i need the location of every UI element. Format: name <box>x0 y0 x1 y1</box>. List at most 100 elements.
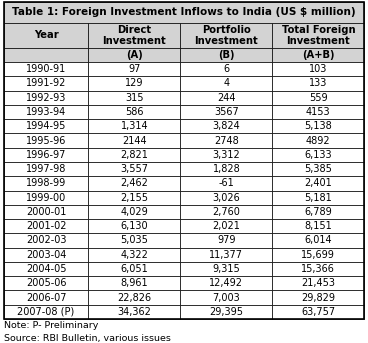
Text: 6,789: 6,789 <box>304 207 332 217</box>
Bar <box>4 119 88 133</box>
Bar <box>4 205 88 219</box>
Text: Note: P- Preliminary: Note: P- Preliminary <box>4 321 98 330</box>
Bar <box>272 91 364 105</box>
Bar <box>272 291 364 305</box>
Bar <box>4 105 88 119</box>
Text: 2002-03: 2002-03 <box>26 236 66 246</box>
Bar <box>4 305 88 319</box>
Text: Portfolio
Investment: Portfolio Investment <box>195 25 258 46</box>
Bar <box>180 176 272 191</box>
Text: 4153: 4153 <box>306 107 331 117</box>
Text: 1996-97: 1996-97 <box>26 150 66 160</box>
Bar <box>180 305 272 319</box>
Text: 244: 244 <box>217 93 236 103</box>
Bar <box>4 91 88 105</box>
Bar <box>88 191 180 205</box>
Text: 2005-06: 2005-06 <box>26 278 66 288</box>
Text: 1995-96: 1995-96 <box>26 135 66 145</box>
Bar <box>88 105 180 119</box>
Bar <box>88 233 180 248</box>
Text: 2007-08 (P): 2007-08 (P) <box>17 307 75 317</box>
Bar <box>4 162 88 176</box>
Text: (B): (B) <box>218 50 235 60</box>
Bar <box>272 48 364 62</box>
Bar <box>4 133 88 148</box>
Bar <box>180 48 272 62</box>
Text: 15,366: 15,366 <box>301 264 335 274</box>
Text: 9,315: 9,315 <box>212 264 240 274</box>
Text: 2,155: 2,155 <box>120 193 148 203</box>
Text: 2000-01: 2000-01 <box>26 207 66 217</box>
Text: 63,757: 63,757 <box>301 307 335 317</box>
Bar <box>272 133 364 148</box>
Text: 4,029: 4,029 <box>121 207 148 217</box>
Text: 4892: 4892 <box>306 135 331 145</box>
Text: 2,462: 2,462 <box>120 178 148 188</box>
Text: 1994-95: 1994-95 <box>26 121 66 131</box>
Text: 1990-91: 1990-91 <box>26 64 66 74</box>
Bar <box>180 291 272 305</box>
Text: 6,051: 6,051 <box>121 264 148 274</box>
Bar <box>4 219 88 233</box>
Bar <box>4 291 88 305</box>
Bar <box>180 205 272 219</box>
Bar <box>180 105 272 119</box>
Bar <box>4 233 88 248</box>
Bar <box>272 176 364 191</box>
Bar <box>88 48 180 62</box>
Text: 5,138: 5,138 <box>304 121 332 131</box>
Text: 315: 315 <box>125 93 144 103</box>
Text: Source: RBI Bulletin, various issues: Source: RBI Bulletin, various issues <box>4 334 170 343</box>
Text: 21,453: 21,453 <box>301 278 335 288</box>
Bar <box>180 62 272 76</box>
Bar <box>180 248 272 262</box>
Bar <box>272 248 364 262</box>
Bar <box>272 219 364 233</box>
Bar <box>4 191 88 205</box>
Text: 34,362: 34,362 <box>117 307 151 317</box>
Text: 129: 129 <box>125 79 144 88</box>
Text: 979: 979 <box>217 236 236 246</box>
Text: 1,314: 1,314 <box>121 121 148 131</box>
Bar <box>4 76 88 91</box>
Bar <box>272 305 364 319</box>
Bar <box>180 233 272 248</box>
Text: 1997-98: 1997-98 <box>26 164 66 174</box>
Bar <box>4 62 88 76</box>
Bar <box>272 62 364 76</box>
Bar <box>180 219 272 233</box>
Text: 2,760: 2,760 <box>212 207 240 217</box>
Bar <box>88 133 180 148</box>
Bar <box>180 119 272 133</box>
Text: 6,130: 6,130 <box>121 221 148 231</box>
Bar <box>272 233 364 248</box>
Bar <box>180 276 272 291</box>
Text: 1,828: 1,828 <box>212 164 240 174</box>
Bar <box>88 248 180 262</box>
Bar <box>88 291 180 305</box>
Text: 1999-00: 1999-00 <box>26 193 66 203</box>
Text: -61: -61 <box>219 178 234 188</box>
Text: Table 1: Foreign Investment Inflows to India (US $ million): Table 1: Foreign Investment Inflows to I… <box>12 7 356 17</box>
Text: Year: Year <box>34 30 59 40</box>
Text: 4: 4 <box>223 79 229 88</box>
Text: 97: 97 <box>128 64 141 74</box>
Text: 1991-92: 1991-92 <box>26 79 66 88</box>
Bar <box>272 23 364 48</box>
Bar <box>272 119 364 133</box>
Text: 559: 559 <box>309 93 328 103</box>
Bar <box>4 2 364 23</box>
Bar <box>180 133 272 148</box>
Bar <box>88 62 180 76</box>
Text: 3,312: 3,312 <box>212 150 240 160</box>
Text: 5,181: 5,181 <box>304 193 332 203</box>
Text: 1998-99: 1998-99 <box>26 178 66 188</box>
Text: 12,492: 12,492 <box>209 278 243 288</box>
Text: 22,826: 22,826 <box>117 293 152 303</box>
Bar <box>4 176 88 191</box>
Text: 2004-05: 2004-05 <box>26 264 66 274</box>
Bar <box>88 205 180 219</box>
Text: 2006-07: 2006-07 <box>26 293 66 303</box>
Text: 5,035: 5,035 <box>120 236 148 246</box>
Bar <box>88 305 180 319</box>
